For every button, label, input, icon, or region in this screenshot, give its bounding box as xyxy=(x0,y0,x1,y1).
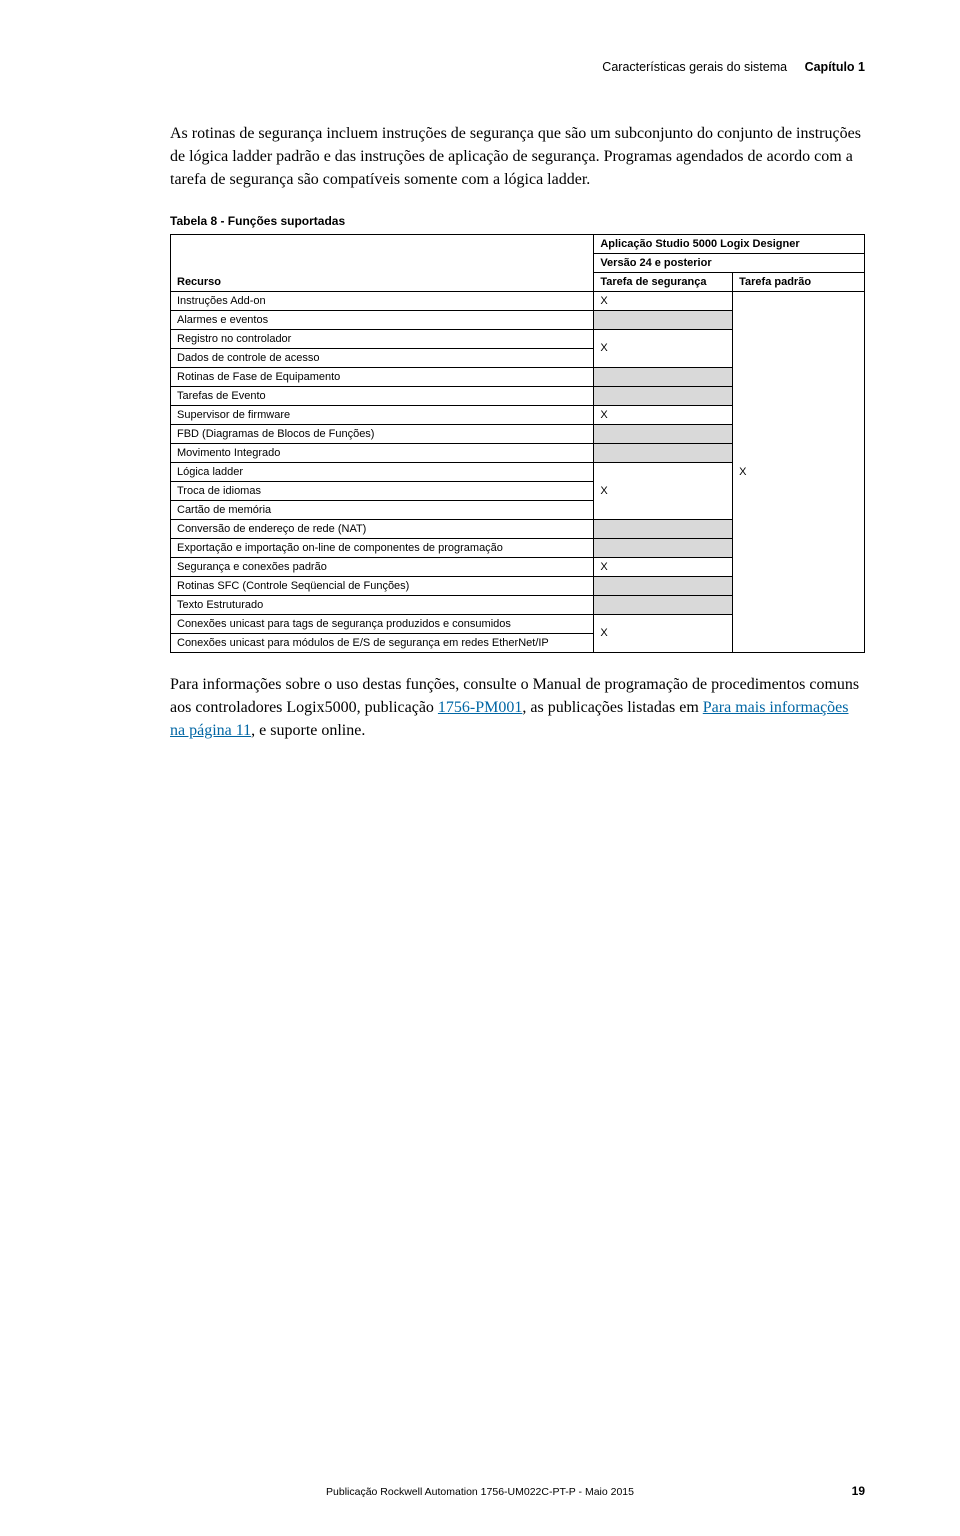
header-section: Características gerais do sistema xyxy=(602,60,787,74)
table-row-label: Dados de controle de acesso xyxy=(171,348,594,367)
table-cell-safe: X xyxy=(594,329,733,367)
after-text: , as publicações listadas em xyxy=(522,699,702,716)
after-text: , e suporte online. xyxy=(251,722,365,739)
features-table: Recurso Aplicação Studio 5000 Logix Desi… xyxy=(170,234,865,653)
table-cell-safe xyxy=(594,310,733,329)
table-row-label: Movimento Integrado xyxy=(171,443,594,462)
table-row-label: Supervisor de firmware xyxy=(171,405,594,424)
table-title: Tabela 8 - Funções suportadas xyxy=(170,214,865,228)
page-number: 19 xyxy=(852,1484,865,1498)
table-row-label: Rotinas de Fase de Equipamento xyxy=(171,367,594,386)
col-header-std: Tarefa padrão xyxy=(733,272,865,291)
table-cell-safe xyxy=(594,443,733,462)
table-row-label: Cartão de memória xyxy=(171,500,594,519)
footer-publication: Publicação Rockwell Automation 1756-UM02… xyxy=(0,1486,960,1498)
table-cell-safe: X xyxy=(594,557,733,576)
table-cell-safe: X xyxy=(594,405,733,424)
table-row-label: Registro no controlador xyxy=(171,329,594,348)
table-row-label: Exportação e importação on-line de compo… xyxy=(171,538,594,557)
col-header-version: Versão 24 e posterior xyxy=(594,253,865,272)
table-row-label: Conexões unicast para tags de segurança … xyxy=(171,614,594,633)
table-cell-safe: X xyxy=(594,614,733,652)
table-row-label: Texto Estruturado xyxy=(171,595,594,614)
table-cell-safe xyxy=(594,538,733,557)
header-chapter: Capítulo 1 xyxy=(805,60,865,74)
table-cell-safe xyxy=(594,519,733,538)
col-header-safe: Tarefa de segurança xyxy=(594,272,733,291)
table-row-label: Lógica ladder xyxy=(171,462,594,481)
publication-link[interactable]: 1756-PM001 xyxy=(438,699,522,716)
table-cell-safe xyxy=(594,595,733,614)
table-cell-safe xyxy=(594,424,733,443)
table-row-label: FBD (Diagramas de Blocos de Funções) xyxy=(171,424,594,443)
table-row-label: Conversão de endereço de rede (NAT) xyxy=(171,519,594,538)
col-header-app: Aplicação Studio 5000 Logix Designer xyxy=(594,234,865,253)
table-row-label: Rotinas SFC (Controle Seqüencial de Funç… xyxy=(171,576,594,595)
table-row-label: Instruções Add-on xyxy=(171,291,594,310)
after-paragraph: Para informações sobre o uso destas funç… xyxy=(170,673,865,743)
col-header-recurso: Recurso xyxy=(171,234,594,291)
intro-paragraph: As rotinas de segurança incluem instruçõ… xyxy=(170,122,865,192)
table-cell-safe: X xyxy=(594,291,733,310)
table-row-label: Troca de idiomas xyxy=(171,481,594,500)
table-cell-safe: X xyxy=(594,462,733,519)
page: Características gerais do sistema Capítu… xyxy=(0,0,960,1536)
table-cell-safe xyxy=(594,386,733,405)
table-cell-safe xyxy=(594,576,733,595)
table-row-label: Alarmes e eventos xyxy=(171,310,594,329)
table-cell-std-merged: X xyxy=(733,291,865,652)
page-header: Características gerais do sistema Capítu… xyxy=(170,60,865,74)
table-row-label: Tarefas de Evento xyxy=(171,386,594,405)
table-row-label: Segurança e conexões padrão xyxy=(171,557,594,576)
table-cell-safe xyxy=(594,367,733,386)
table-row-label: Conexões unicast para módulos de E/S de … xyxy=(171,633,594,652)
